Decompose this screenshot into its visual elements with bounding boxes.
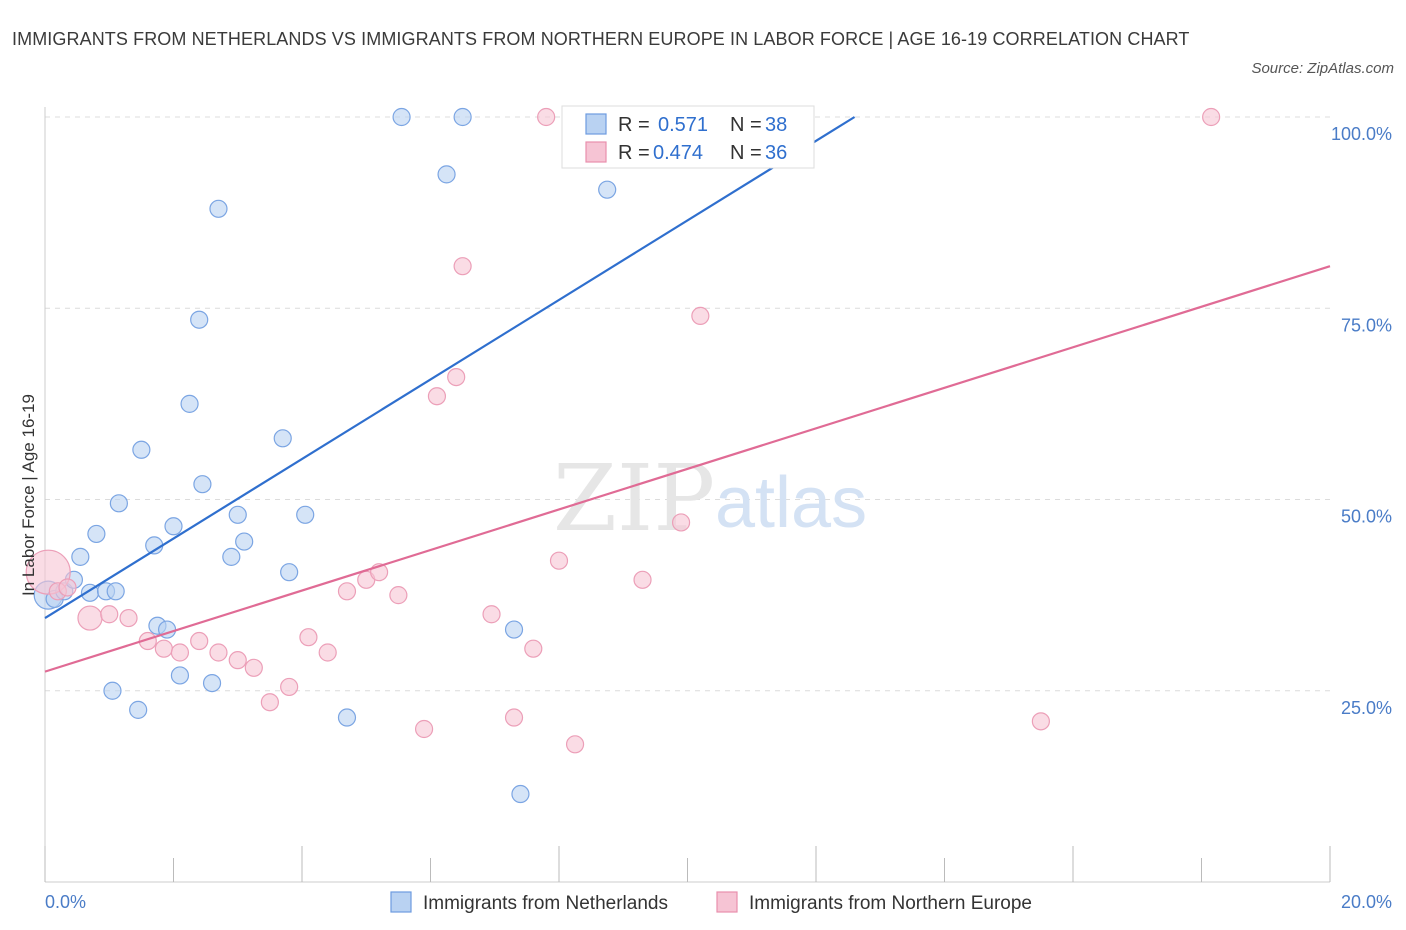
watermark-atlas: atlas: [715, 463, 867, 543]
point-northern-europe: [228, 651, 247, 670]
point-northern-europe: [154, 639, 173, 658]
point-netherlands: [109, 494, 128, 513]
grid-lines: [45, 116, 1330, 692]
point-northern-europe: [100, 605, 119, 624]
point-northern-europe: [453, 257, 472, 276]
point-northern-europe: [389, 586, 408, 605]
point-netherlands: [103, 681, 122, 700]
legend-r-label: R =: [618, 114, 650, 136]
x-tick-label: 0.0%: [45, 892, 86, 912]
watermark-zip: ZIP: [553, 445, 715, 552]
point-netherlands: [170, 666, 190, 685]
legend-r-label: R =: [618, 142, 650, 164]
point-netherlands: [106, 582, 125, 601]
point-netherlands: [222, 547, 241, 566]
y-tick-label: 75.0%: [1341, 315, 1392, 335]
legend-swatch-netherlands: [585, 113, 607, 135]
y-tick-label: 25.0%: [1341, 698, 1392, 718]
point-netherlands: [504, 620, 524, 639]
tick-labels: 25.0% 50.0% 75.0% 100.0% 0.0% 20.0%: [45, 124, 1392, 912]
point-northern-europe: [549, 551, 569, 570]
legend-n-label: N =: [730, 114, 762, 136]
point-netherlands: [437, 165, 456, 184]
trend-line-northern-europe: [44, 265, 1331, 673]
series-legend-netherlands: Immigrants from Netherlands: [423, 893, 668, 914]
point-northern-europe: [318, 643, 337, 662]
chart-title: IMMIGRANTS FROM NETHERLANDS VS IMMIGRANT…: [12, 29, 1190, 49]
point-netherlands: [598, 180, 617, 199]
series-legend: Immigrants from Netherlands Immigrants f…: [390, 891, 1032, 914]
point-northern-europe: [170, 643, 190, 662]
point-netherlands: [164, 517, 183, 536]
point-northern-europe: [671, 513, 691, 532]
trend-lines: [44, 116, 1331, 673]
y-axis-label: In Labor Force | Age 16-19: [19, 394, 38, 596]
point-northern-europe: [58, 578, 77, 597]
watermark: ZIP atlas: [553, 445, 867, 552]
point-netherlands: [235, 532, 254, 551]
point-northern-europe: [337, 582, 357, 601]
point-northern-europe: [691, 306, 710, 325]
point-netherlands: [202, 673, 222, 693]
point-netherlands: [209, 199, 228, 218]
point-netherlands: [180, 394, 199, 413]
point-northern-europe: [280, 677, 299, 697]
point-netherlands: [296, 505, 315, 524]
y-tick-label: 100.0%: [1331, 124, 1392, 144]
point-netherlands: [273, 429, 292, 448]
series-legend-northern-europe: Immigrants from Northern Europe: [749, 893, 1032, 914]
trend-line-netherlands: [44, 116, 856, 620]
point-netherlands: [453, 107, 472, 127]
legend-swatch-northern-europe: [585, 141, 607, 163]
point-netherlands: [511, 784, 530, 804]
point-northern-europe: [190, 631, 209, 651]
stats-legend: R = 0.571 N = 38 R = 0.474 N = 36: [561, 105, 815, 169]
point-netherlands: [228, 505, 247, 524]
point-northern-europe: [1202, 107, 1221, 127]
point-netherlands: [193, 475, 212, 494]
y-tick-label: 50.0%: [1341, 507, 1392, 527]
point-northern-europe: [260, 693, 279, 712]
point-netherlands: [129, 700, 148, 719]
series-legend-swatch-netherlands: [390, 891, 412, 913]
point-netherlands: [71, 547, 90, 566]
point-northern-europe: [414, 719, 434, 739]
legend-r-value: 0.571: [658, 114, 708, 136]
point-northern-europe: [299, 628, 318, 647]
point-northern-europe: [77, 605, 103, 631]
point-northern-europe: [1031, 712, 1050, 731]
point-northern-europe: [244, 658, 263, 677]
legend-n-value: 36: [765, 142, 787, 164]
axes: [44, 107, 1331, 883]
point-northern-europe: [427, 387, 447, 406]
point-netherlands: [87, 524, 106, 544]
point-northern-europe: [504, 708, 524, 727]
legend-n-value: 38: [765, 114, 787, 136]
point-northern-europe: [565, 735, 585, 754]
point-northern-europe: [447, 368, 466, 387]
point-netherlands: [132, 440, 151, 459]
point-northern-europe: [524, 639, 543, 658]
point-northern-europe: [119, 608, 138, 628]
point-netherlands: [337, 708, 357, 727]
point-northern-europe: [633, 570, 652, 589]
legend-n-label: N =: [730, 142, 762, 164]
source-credit: Source: ZipAtlas.com: [1251, 60, 1394, 77]
legend-r-value: 0.474: [653, 142, 703, 164]
point-netherlands: [280, 563, 299, 582]
point-northern-europe: [482, 605, 501, 624]
point-northern-europe: [209, 643, 228, 662]
x-tick-label: 20.0%: [1341, 892, 1392, 912]
point-netherlands: [392, 107, 411, 127]
point-northern-europe: [537, 107, 556, 127]
series-legend-swatch-northern-europe: [716, 891, 738, 913]
point-netherlands: [190, 310, 209, 329]
